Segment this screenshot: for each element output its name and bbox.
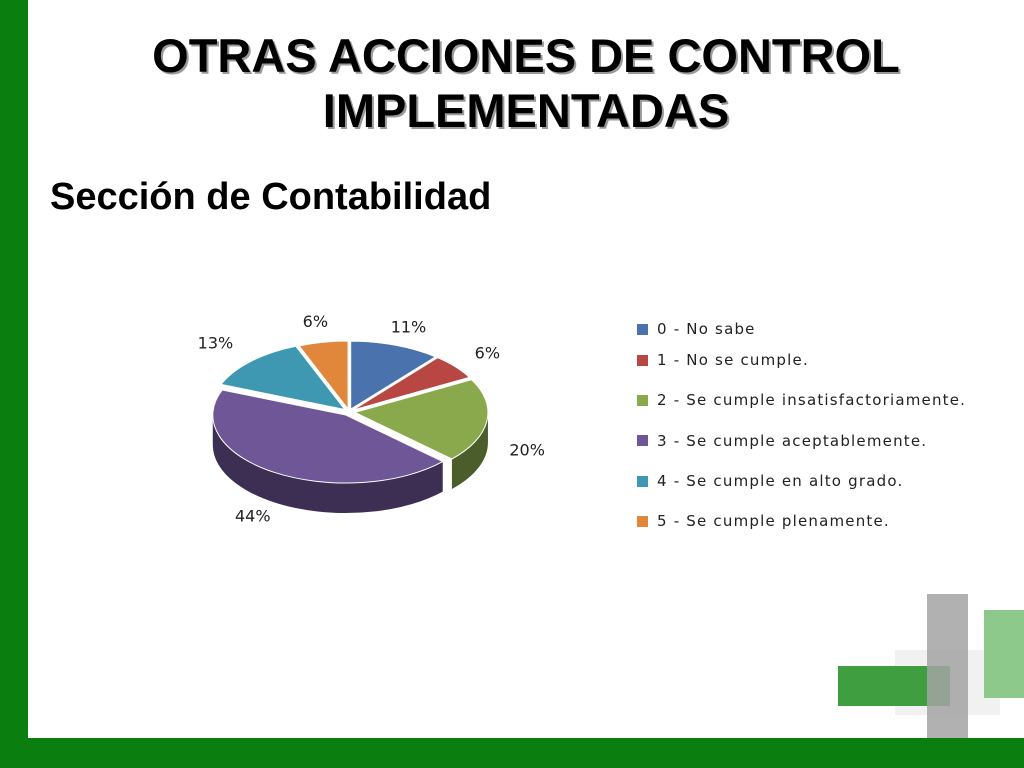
legend-item-1: 1 - No se cumple.	[637, 340, 966, 380]
data-label-5: 6%	[303, 312, 328, 331]
pie-slice-0	[350, 340, 437, 411]
pie-slice-5	[298, 340, 349, 411]
data-label-4: 13%	[198, 334, 234, 353]
slide-title: OTRAS ACCIONES DE CONTROL IMPLEMENTADAS	[28, 28, 1024, 138]
pie-sides	[212, 412, 488, 514]
slide-title-line-2: IMPLEMENTADAS	[322, 84, 730, 137]
legend-item-2: 2 - Se cumple insatisfactoriamente.	[637, 380, 966, 420]
legend-label-3: 3 - Se cumple aceptablemente.	[657, 431, 928, 450]
legend-label-5: 5 - Se cumple plenamente.	[657, 512, 890, 531]
pie-slice-side-2	[451, 412, 488, 490]
legend-label-2: 2 - Se cumple insatisfactoriamente.	[657, 391, 967, 410]
chart-legend: 0 - No sabe 1 - No se cumple. 2 - Se cumpl…	[637, 318, 966, 541]
pie-slice-1	[352, 357, 471, 411]
data-label-0: 11%	[391, 318, 427, 337]
pie-slice-2	[353, 379, 489, 460]
pie-slice-side-3	[212, 415, 443, 514]
legend-swatch-0	[637, 323, 648, 335]
legend-swatch-1	[637, 354, 648, 366]
decorative-shape-light-green	[984, 610, 1024, 698]
data-label-3: 44%	[235, 507, 271, 526]
legend-item-3: 3 - Se cumple aceptablemente.	[637, 421, 966, 461]
legend-swatch-5	[637, 515, 648, 527]
data-label-1: 6%	[475, 343, 500, 362]
slide-title-line-1: OTRAS ACCIONES DE CONTROL	[152, 29, 900, 82]
data-label-2: 20%	[509, 441, 545, 460]
pie-slice-3	[212, 389, 444, 484]
legend-label-4: 4 - Se cumple en alto grado.	[657, 472, 904, 491]
decorative-shape-gray	[927, 594, 968, 738]
left-frame-bar	[0, 0, 28, 768]
legend-item-0: 0 - No sabe	[637, 318, 966, 340]
legend-label-0: 0 - No sabe	[657, 320, 756, 338]
legend-swatch-2	[637, 394, 648, 406]
legend-swatch-3	[637, 435, 648, 447]
legend-item-5: 5 - Se cumple plenamente.	[637, 501, 966, 541]
section-subtitle: Sección de Contabilidad	[50, 176, 492, 218]
legend-label-1: 1 - No se cumple.	[657, 351, 809, 370]
legend-item-4: 4 - Se cumple en alto grado.	[637, 461, 966, 501]
bottom-frame-bar	[28, 738, 1024, 768]
legend-swatch-4	[637, 475, 648, 487]
pie-slice-4	[220, 345, 346, 411]
